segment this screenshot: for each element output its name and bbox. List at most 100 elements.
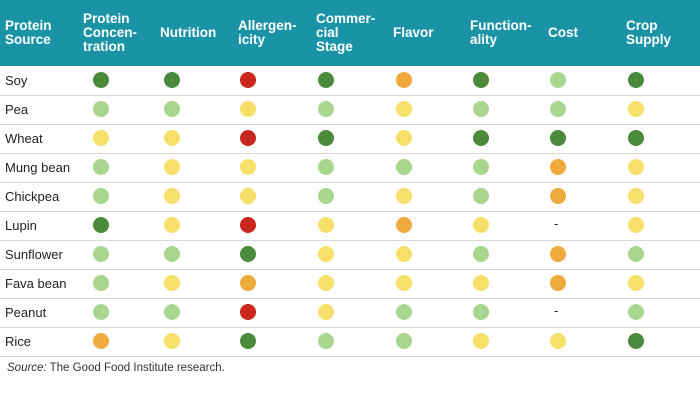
table-header: Protein Source Protein Concen- tration Nut… bbox=[0, 0, 700, 66]
rating-dot-orange bbox=[396, 72, 412, 88]
rating-dot-yellow bbox=[318, 275, 334, 291]
rating-dot-yellow bbox=[628, 275, 644, 291]
table-row: Fava bean bbox=[0, 269, 700, 299]
rating-dot-yellow bbox=[628, 101, 644, 117]
rating-dot-yellow bbox=[628, 188, 644, 204]
rating-dot-light-green bbox=[164, 246, 180, 262]
column-header: Commer- cial Stage bbox=[316, 11, 376, 54]
rating-unavailable: - bbox=[554, 303, 559, 318]
rating-dot-dark-green bbox=[473, 72, 489, 88]
rating-dot-red bbox=[240, 304, 256, 320]
rating-dot-yellow bbox=[164, 275, 180, 291]
column-header: Flavor bbox=[393, 25, 434, 40]
rating-dot-light-green bbox=[318, 101, 334, 117]
table-row: Lupin - bbox=[0, 211, 700, 241]
rating-dot-yellow bbox=[318, 246, 334, 262]
rating-dot-yellow bbox=[240, 188, 256, 204]
source-note: Source: The Good Food Institute research… bbox=[7, 362, 225, 374]
rating-dot-yellow bbox=[164, 159, 180, 175]
source-text: The Good Food Institute research. bbox=[46, 362, 225, 374]
rating-dot-yellow bbox=[164, 188, 180, 204]
rating-dot-light-green bbox=[473, 246, 489, 262]
table-row: Chickpea bbox=[0, 182, 700, 212]
rating-dot-yellow bbox=[396, 101, 412, 117]
rating-dot-light-green bbox=[396, 304, 412, 320]
rating-dot-dark-green bbox=[318, 72, 334, 88]
table-row: Rice bbox=[0, 327, 700, 357]
row-label: Pea bbox=[5, 102, 29, 117]
rating-dot-light-green bbox=[164, 304, 180, 320]
row-label: Sunflower bbox=[5, 247, 63, 262]
rating-dot-yellow bbox=[318, 217, 334, 233]
rating-dot-red bbox=[240, 72, 256, 88]
row-label: Wheat bbox=[5, 131, 43, 146]
rating-dot-yellow bbox=[628, 159, 644, 175]
rating-dot-light-green bbox=[93, 246, 109, 262]
rating-dot-light-green bbox=[318, 159, 334, 175]
rating-dot-yellow bbox=[240, 101, 256, 117]
rating-dot-red bbox=[240, 217, 256, 233]
rating-dot-dark-green bbox=[628, 130, 644, 146]
table-row: Sunflower bbox=[0, 240, 700, 270]
rating-dot-orange bbox=[550, 188, 566, 204]
column-header: Function- ality bbox=[470, 18, 532, 47]
rating-dot-light-green bbox=[628, 304, 644, 320]
column-header: Crop Supply bbox=[626, 18, 672, 47]
rating-dot-yellow bbox=[396, 130, 412, 146]
rating-dot-yellow bbox=[164, 130, 180, 146]
column-header: Allergen- icity bbox=[238, 18, 297, 47]
column-header: Protein Concen- tration bbox=[83, 11, 137, 54]
rating-dot-dark-green bbox=[93, 72, 109, 88]
rating-dot-light-green bbox=[473, 159, 489, 175]
rating-dot-yellow bbox=[396, 275, 412, 291]
rating-dot-yellow bbox=[396, 188, 412, 204]
rating-dot-light-green bbox=[473, 101, 489, 117]
rating-dot-light-green bbox=[93, 275, 109, 291]
rating-dot-yellow bbox=[164, 333, 180, 349]
rating-dot-yellow bbox=[473, 333, 489, 349]
rating-dot-orange bbox=[550, 275, 566, 291]
rating-dot-dark-green bbox=[240, 333, 256, 349]
rating-unavailable: - bbox=[554, 216, 559, 231]
rating-dot-dark-green bbox=[473, 130, 489, 146]
rating-dot-yellow bbox=[164, 217, 180, 233]
rating-dot-yellow bbox=[628, 217, 644, 233]
rating-dot-orange bbox=[240, 275, 256, 291]
rating-dot-light-green bbox=[164, 101, 180, 117]
rating-dot-dark-green bbox=[93, 217, 109, 233]
table-row: Mung bean bbox=[0, 153, 700, 183]
row-label: Rice bbox=[5, 334, 32, 349]
rating-dot-dark-green bbox=[628, 333, 644, 349]
rating-dot-light-green bbox=[318, 188, 334, 204]
rating-dot-yellow bbox=[93, 130, 109, 146]
row-label: Fava bean bbox=[5, 276, 67, 291]
column-header: Protein Source bbox=[5, 18, 52, 47]
rating-dot-dark-green bbox=[240, 246, 256, 262]
rating-dot-orange bbox=[550, 159, 566, 175]
column-header: Nutrition bbox=[160, 25, 217, 40]
rating-dot-light-green bbox=[473, 188, 489, 204]
rating-dot-yellow bbox=[473, 217, 489, 233]
rating-dot-light-green bbox=[93, 159, 109, 175]
rating-dot-dark-green bbox=[550, 130, 566, 146]
rating-dot-dark-green bbox=[628, 72, 644, 88]
rating-dot-light-green bbox=[550, 72, 566, 88]
row-label: Lupin bbox=[5, 218, 37, 233]
rating-dot-dark-green bbox=[164, 72, 180, 88]
rating-dot-yellow bbox=[550, 333, 566, 349]
rating-dot-light-green bbox=[318, 333, 334, 349]
rating-dot-orange bbox=[396, 217, 412, 233]
rating-dot-light-green bbox=[93, 101, 109, 117]
row-label: Soy bbox=[5, 73, 28, 88]
rating-dot-yellow bbox=[473, 275, 489, 291]
rating-dot-yellow bbox=[318, 304, 334, 320]
rating-dot-light-green bbox=[396, 333, 412, 349]
row-label: Chickpea bbox=[5, 189, 60, 204]
rating-dot-dark-green bbox=[318, 130, 334, 146]
rating-dot-light-green bbox=[93, 188, 109, 204]
table-row: Soy bbox=[0, 66, 700, 96]
rating-dot-orange bbox=[93, 333, 109, 349]
table-row: Pea bbox=[0, 95, 700, 125]
row-label: Peanut bbox=[5, 305, 47, 320]
column-header: Cost bbox=[548, 25, 578, 40]
